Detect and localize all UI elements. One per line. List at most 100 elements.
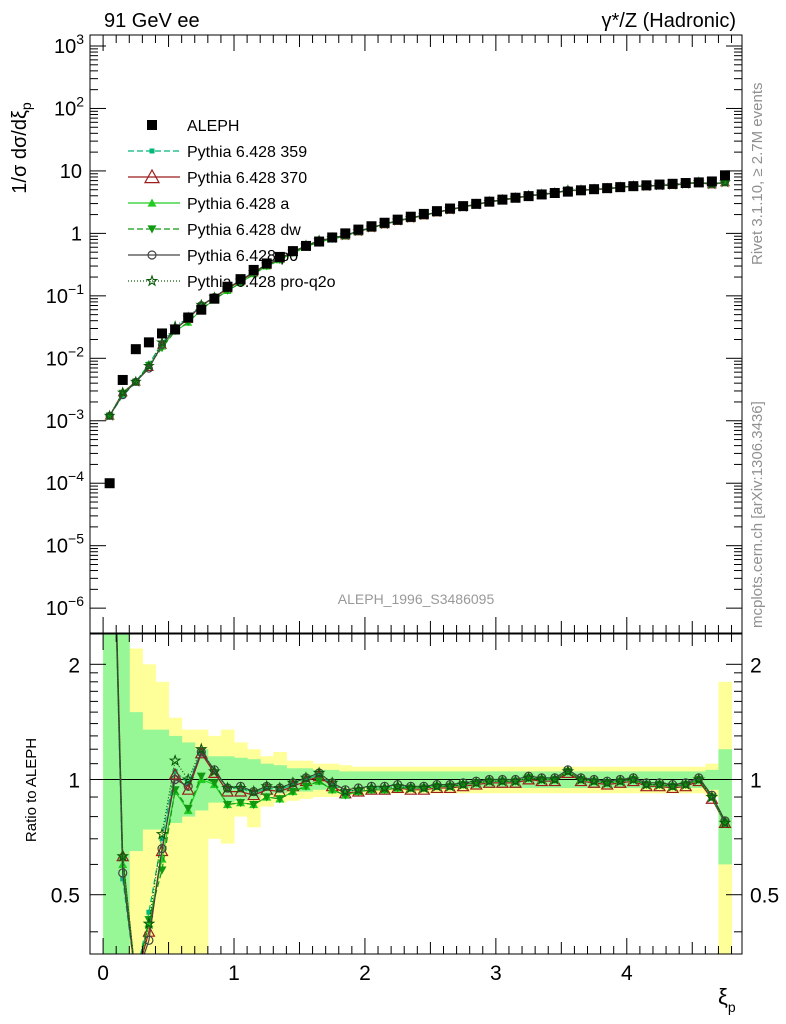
ratio-point-pa (131, 975, 140, 983)
legend-entry: Pythia 6.428 359 (128, 144, 307, 161)
ytick-base: 10 (46, 598, 68, 620)
ratio-point-pq2o (105, 359, 115, 368)
ratio-point-p359 (107, 364, 112, 369)
point-aleph (209, 293, 220, 304)
header-right: γ*/Z (Hadronic) (602, 10, 736, 32)
point-aleph (510, 192, 521, 203)
header-left: 91 GeV ee (104, 10, 200, 32)
ratio-point-pp0 (170, 774, 180, 785)
point-aleph (536, 189, 547, 200)
ytick-exp: 2 (76, 93, 84, 109)
point-aleph (706, 176, 717, 187)
ratio-point-pq2o (338, 784, 352, 797)
ytick-exp: −5 (68, 531, 84, 547)
ratio-point-pq2o (718, 816, 732, 829)
ratio-point-pq2o (587, 774, 601, 787)
header-gamma: γ*/Z (602, 10, 638, 32)
ratio-point-pdw (327, 786, 337, 795)
ratio-point-pq2o (627, 772, 640, 785)
ratio-point-pq2o (548, 772, 562, 785)
ratio-point-pq2o (247, 784, 260, 797)
point-pq2o (142, 359, 155, 371)
ratio-series-pq2o (105, 359, 732, 984)
ytick-exp: −4 (68, 468, 84, 484)
ratio-point-pq2o (131, 975, 141, 984)
ratio-point-p359 (172, 768, 178, 774)
point-aleph (575, 185, 586, 196)
ratio-point-pq2o (116, 849, 130, 862)
ratio-point-pq2o (705, 790, 719, 803)
series-p359 (107, 179, 728, 419)
lower-bands (103, 634, 733, 954)
ytick-exp: −6 (68, 593, 84, 609)
ratio-point-pdw (196, 772, 206, 781)
ratio-point-pq2o (221, 781, 234, 794)
header-hadronic: (Hadronic) (643, 10, 736, 32)
legend-entry: Pythia 6.428 dw (128, 222, 301, 239)
legend-label: Pythia 6.428 dw (187, 222, 301, 239)
ratio-point-pq2o (443, 779, 457, 792)
point-aleph (589, 184, 600, 195)
point-aleph (157, 328, 168, 339)
point-aleph (523, 191, 534, 202)
ytick-label: 10−3 (46, 406, 84, 433)
upper-ylabel-sub: p (18, 102, 34, 110)
ratio-point-pdw (131, 976, 140, 984)
ratio-point-pdw (275, 795, 285, 804)
ytick-base: 10 (46, 536, 68, 558)
point-aleph (484, 196, 495, 207)
rtick-label-r: 2 (750, 654, 762, 677)
ratio-point-pq2o (509, 774, 522, 787)
xtick-label: 1 (228, 962, 240, 985)
point-aleph (261, 258, 272, 269)
ratio-point-pa (105, 376, 114, 384)
ratio-point-pq2o (194, 742, 208, 755)
ratio-point-pq2o (600, 776, 614, 789)
point-aleph (392, 214, 403, 225)
point-aleph (104, 478, 115, 489)
xtick-label: 3 (490, 962, 502, 985)
point-aleph (471, 198, 482, 209)
point-aleph (445, 203, 456, 214)
legend-marker (147, 250, 157, 260)
ratio-point-pq2o (574, 772, 588, 785)
point-aleph (431, 206, 442, 217)
ratio-point-pdw (222, 800, 232, 810)
ratio-point-pq2o (469, 776, 483, 789)
point-aleph (235, 274, 246, 285)
ratio-point-pdw (249, 800, 259, 810)
point-aleph (314, 236, 325, 247)
legend-entry: Pythia 6.428 370 (128, 168, 307, 187)
ratio-point-pp0 (157, 843, 167, 854)
point-aleph (183, 312, 194, 323)
ytick-base: 10 (46, 411, 68, 433)
ratio-point-pq2o (456, 777, 470, 790)
ratio-point-pq2o (299, 771, 313, 784)
ratio-point-pq2o (142, 917, 156, 930)
ratio-point-pdw (301, 782, 311, 791)
rtick-label: 0.5 (51, 885, 80, 908)
analysis-id: ALEPH_1996_S3486095 (338, 591, 495, 607)
legend-label: ALEPH (187, 118, 239, 135)
point-aleph (693, 177, 704, 188)
point-aleph (719, 170, 730, 181)
ratio-point-pq2o (260, 779, 274, 792)
ytick-label: 10−6 (46, 593, 84, 620)
point-pp0 (144, 364, 154, 373)
lower-data (105, 359, 732, 984)
ytick-exp: −1 (68, 281, 84, 297)
ytick-label: 10−1 (46, 281, 84, 308)
ratio-point-pq2o (692, 772, 706, 785)
point-aleph (301, 240, 312, 251)
point-aleph (379, 217, 390, 228)
xlabel-main: ξ (718, 984, 728, 1009)
ratio-point-pq2o (168, 754, 182, 767)
point-aleph (340, 228, 351, 239)
legend-entry: Pythia 6.428 a (128, 196, 289, 213)
ratio-point-pp0 (118, 868, 128, 878)
ratio-point-pdw (236, 799, 246, 808)
point-aleph (680, 178, 691, 189)
point-aleph (287, 246, 298, 257)
